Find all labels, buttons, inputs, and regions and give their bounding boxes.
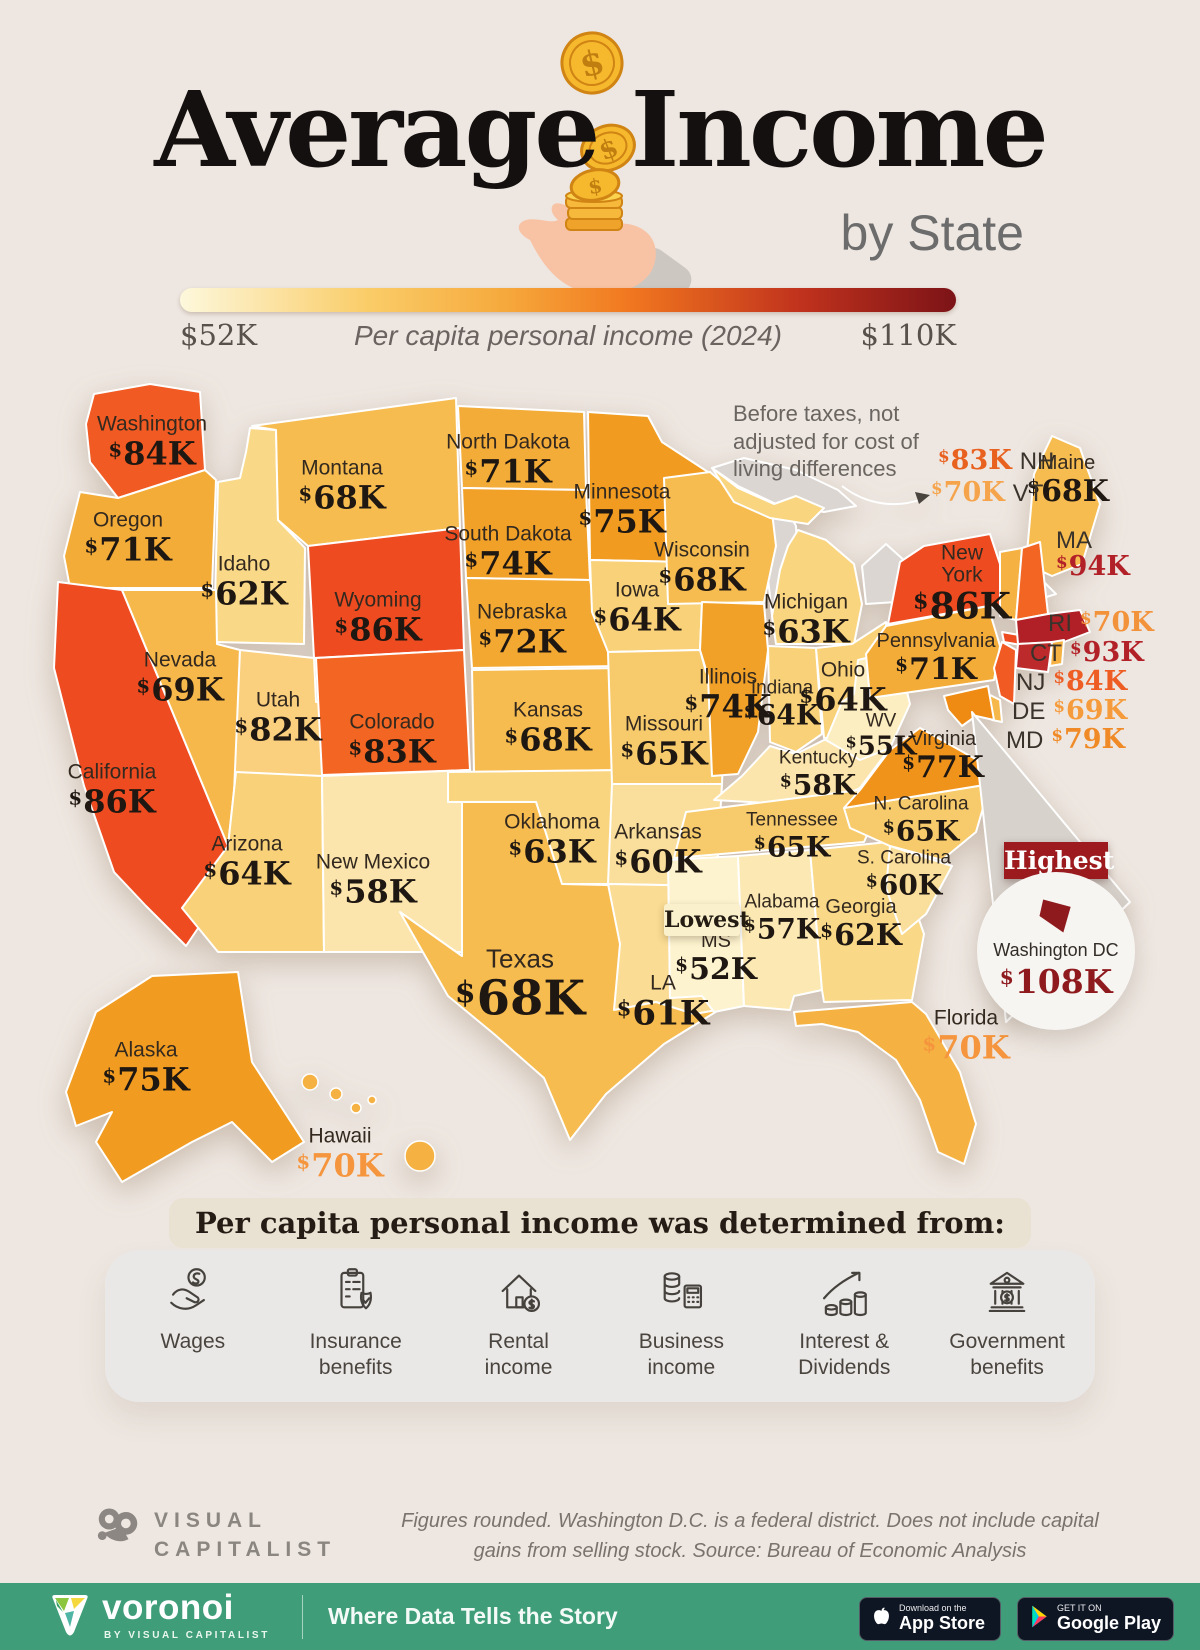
scale-min-label: $52K xyxy=(180,318,258,352)
highest-state-value: $108K xyxy=(999,962,1113,1001)
clipboard-shield-icon xyxy=(340,1268,372,1310)
scale-max-label: $110K xyxy=(860,318,956,352)
state-shape-SD[interactable] xyxy=(461,487,591,581)
sources-heading: Per capita personal income was determine… xyxy=(168,1198,1032,1248)
source-item-insurance-benefits: Insurance benefits xyxy=(281,1262,431,1380)
source-item-business-income: Business income xyxy=(606,1262,756,1380)
state-shape-PA[interactable] xyxy=(865,605,1001,699)
state-shape-NJ[interactable] xyxy=(993,641,1017,705)
state-shape-RI[interactable] xyxy=(1049,639,1065,667)
scale-caption: Per capita personal income (2024) xyxy=(353,320,782,351)
state-shape-HI[interactable] xyxy=(301,1073,436,1172)
annotation-note: Before taxes, not adjusted for cost of l… xyxy=(733,401,919,481)
source-item-government-benefits: Government benefits xyxy=(932,1262,1082,1380)
voronoi-byline: BY VISUAL CAPITALIST xyxy=(104,1630,270,1641)
state-shape-MD[interactable] xyxy=(943,685,995,727)
apple-icon xyxy=(874,1607,889,1625)
state-shape-IL[interactable] xyxy=(699,601,769,777)
state-shape-AL[interactable] xyxy=(737,849,823,1011)
state-shape-KS[interactable] xyxy=(471,667,629,773)
state-shape-ND[interactable] xyxy=(457,405,587,491)
state-shape-CT[interactable] xyxy=(1015,641,1053,673)
color-scale-bar xyxy=(180,288,956,312)
play-icon xyxy=(1032,1605,1047,1628)
source-item-interest-dividends: Interest & Dividends xyxy=(769,1262,919,1380)
state-shape-CO[interactable] xyxy=(315,649,471,776)
highest-callout: Washington DC $108K xyxy=(977,872,1135,1030)
house-dollar-icon xyxy=(501,1274,540,1313)
bank-icon xyxy=(988,1271,1026,1313)
state-shape-WA[interactable] xyxy=(85,383,206,499)
state-shape-FL[interactable] xyxy=(793,1001,977,1165)
sources-items: Wages Insurance benefits Rental income Busi… xyxy=(105,1262,1095,1396)
footer-tagline: Where Data Tells the Story xyxy=(328,1603,618,1629)
store-badges: Download on the App Store GET IT ON Google … xyxy=(858,1597,1174,1641)
disclaimer-text: Figures rounded. Washington D.C. is a fe… xyxy=(401,1510,1099,1562)
hand-coin-icon xyxy=(170,1268,206,1310)
growth-coins-icon xyxy=(823,1271,868,1317)
highest-badge: Highest xyxy=(1004,842,1114,879)
state-shape-MI[interactable] xyxy=(711,467,863,645)
source-item-wages: Wages xyxy=(118,1262,268,1355)
state-shape-MT[interactable] xyxy=(251,397,461,547)
state-shape-IN[interactable] xyxy=(767,645,823,753)
highest-state-name: Washington DC xyxy=(993,940,1119,960)
state-shape-WY[interactable] xyxy=(307,527,465,659)
page-title: Average Income xyxy=(154,68,1049,191)
voronoi-logo xyxy=(52,1595,88,1636)
sources-panel xyxy=(105,1250,1095,1402)
visual-capitalist-logo xyxy=(97,1508,138,1542)
svg-text:$: $ xyxy=(586,173,604,199)
state-shape-AK[interactable] xyxy=(65,971,305,1183)
lowest-badge: Lowest xyxy=(664,904,750,936)
google-play-badge[interactable]: GET IT ON Google Play xyxy=(1016,1597,1174,1641)
dc-shape-icon xyxy=(1039,899,1071,933)
visual-capitalist-wordmark: VISUAL CAPITALIST xyxy=(154,1509,337,1562)
annotation-arrow-icon xyxy=(841,485,930,506)
falling-coins-hand-icon: $ $ $ xyxy=(518,31,692,308)
app-store-badge[interactable]: Download on the App Store xyxy=(858,1597,1001,1641)
coins-calculator-icon xyxy=(663,1272,703,1309)
state-shape-ME[interactable] xyxy=(1025,435,1101,577)
source-item-rental-income: Rental income xyxy=(444,1262,594,1380)
state-shape-SC[interactable] xyxy=(885,845,953,935)
voronoi-wordmark: voronoi xyxy=(102,1588,234,1627)
footer-divider xyxy=(302,1595,303,1639)
page-subtitle: by State xyxy=(840,205,1024,261)
